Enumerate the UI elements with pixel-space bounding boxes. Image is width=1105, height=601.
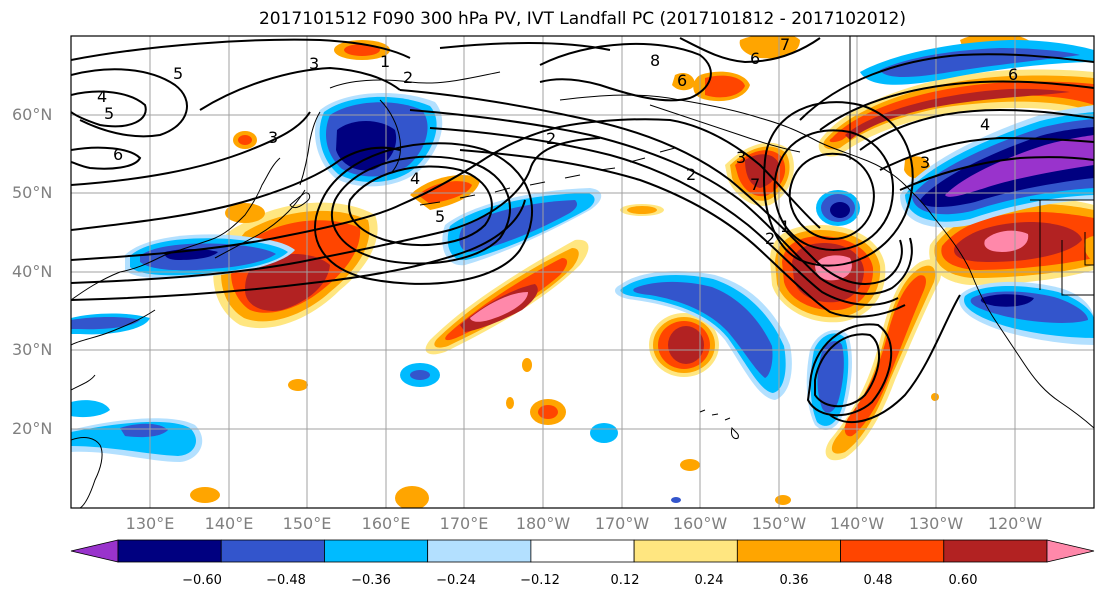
colorbar-swatch: [943, 539, 1048, 563]
colorbar-tick-label: 0.36: [779, 573, 809, 588]
coastlines: [71, 36, 1094, 508]
colorbar-swatch: [427, 539, 532, 563]
lon-label-150e: 150°E: [282, 514, 332, 533]
contour-label: 3: [268, 128, 278, 147]
contour-label: 5: [104, 104, 114, 123]
lat-label-60n: 60°N: [12, 105, 53, 124]
lon-label-140w: 140°W: [829, 514, 885, 533]
lon-label-170w: 170°W: [594, 514, 650, 533]
pv-contours: [71, 37, 1094, 424]
colorbar-tick-label: 0.48: [863, 573, 893, 588]
colorbar-extend-low: [70, 539, 119, 563]
colorbar-tick-label: 0.24: [694, 573, 724, 588]
colorbar-tick-label: −0.12: [520, 573, 560, 588]
colorbar: [70, 539, 1095, 563]
colorbar-tick-label: 0.60: [948, 573, 978, 588]
colorbar-tick-label: −0.48: [266, 573, 306, 588]
contour-label: 2: [686, 165, 696, 184]
contour-label: 7: [780, 35, 790, 54]
contour-label: 5: [435, 207, 445, 226]
colorbar-tick-label: −0.60: [182, 573, 222, 588]
lat-label-40n: 40°N: [12, 262, 53, 281]
contour-label: 4: [97, 87, 107, 106]
contour-label: 3: [736, 148, 746, 167]
negative-anomaly-fills: [71, 40, 1094, 503]
contour-label: 3: [920, 153, 930, 172]
lon-label-160w: 160°W: [672, 514, 728, 533]
map-frame: [70, 35, 1095, 509]
contour-label: 5: [173, 64, 183, 83]
contour-label: 8: [650, 51, 660, 70]
lon-label-180w: 180°W: [515, 514, 571, 533]
contour-label: 4: [410, 169, 420, 188]
colorbar-swatch: [530, 539, 635, 563]
contour-label: 6: [113, 145, 123, 164]
map-title: 2017101512 F090 300 hPa PV, IVT Landfall…: [258, 9, 906, 29]
lon-label-140e: 140°E: [204, 514, 254, 533]
lat-label-50n: 50°N: [12, 183, 53, 202]
colorbar-swatch: [117, 539, 222, 563]
colorbar-swatch: [840, 539, 945, 563]
lon-label-130w: 130°W: [908, 514, 964, 533]
contour-label: 1: [380, 52, 390, 71]
contour-label: 3: [309, 54, 319, 73]
contour-label: 2: [546, 129, 556, 148]
lon-label-170e: 170°E: [439, 514, 489, 533]
contour-label: 6: [677, 71, 687, 90]
lon-label-150w: 150°W: [751, 514, 807, 533]
contour-label: 2: [403, 68, 413, 87]
colorbar-swatch: [220, 539, 325, 563]
contour-label: 1: [780, 217, 790, 236]
lat-label-20n: 20°N: [12, 419, 53, 438]
colorbar-extend-high: [1046, 539, 1095, 563]
colorbar-swatch: [736, 539, 841, 563]
contour-label: 6: [1008, 65, 1018, 84]
colorbar-tick-label: −0.24: [436, 573, 476, 588]
contour-label: 2: [765, 229, 775, 248]
lon-label-130e: 130°E: [125, 514, 175, 533]
colorbar-tick-label: 0.12: [610, 573, 640, 588]
colorbar-swatch: [324, 539, 429, 563]
contour-labels: 5 3 1 2 4 5 6 2 3 4 5 6 7 8 6 3 7 6 2 2 …: [97, 35, 1018, 248]
lon-label-160e: 160°E: [361, 514, 411, 533]
lon-label-120w: 120°W: [987, 514, 1043, 533]
colorbar-tick-label: −0.36: [351, 573, 391, 588]
contour-label: 7: [750, 175, 760, 194]
contour-label: 6: [750, 49, 760, 68]
contour-label: 4: [980, 115, 990, 134]
colorbar-swatch: [633, 539, 738, 563]
lat-label-30n: 30°N: [12, 340, 53, 359]
